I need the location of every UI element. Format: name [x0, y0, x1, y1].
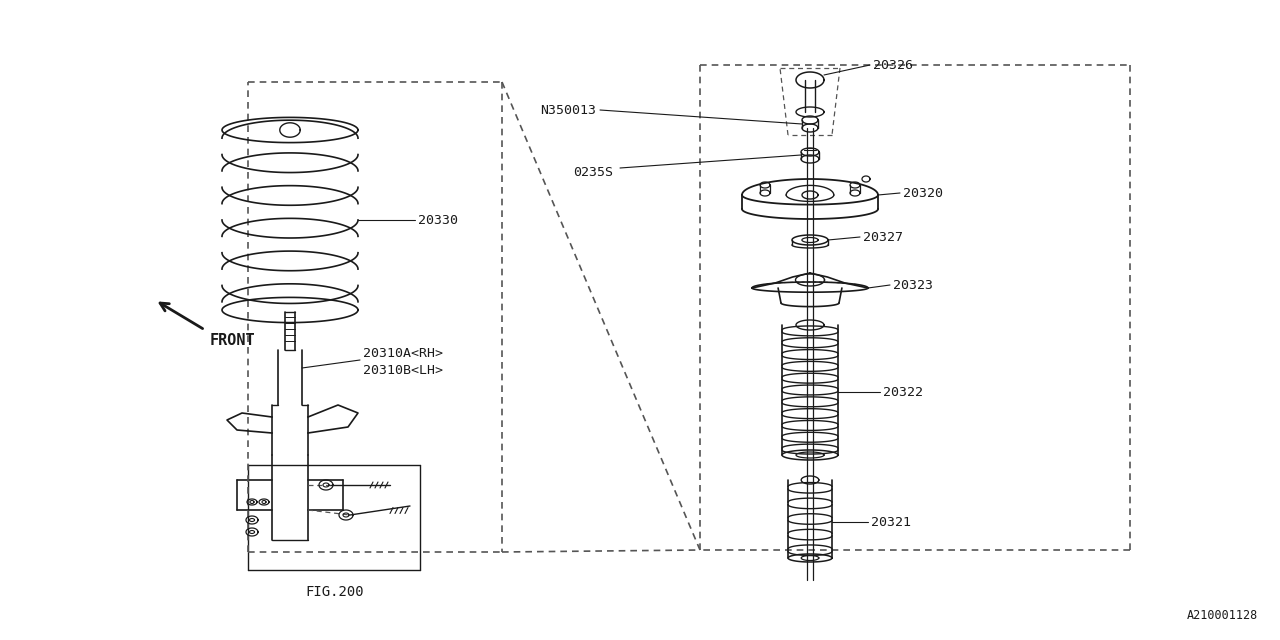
- Text: 20326: 20326: [873, 58, 913, 72]
- Text: N350013: N350013: [540, 104, 596, 116]
- Text: 20310B<LH>: 20310B<LH>: [364, 364, 443, 376]
- Text: 20323: 20323: [893, 278, 933, 291]
- Text: 20320: 20320: [902, 186, 943, 200]
- Text: 20321: 20321: [870, 515, 911, 529]
- Text: 20330: 20330: [419, 214, 458, 227]
- Text: 20322: 20322: [883, 385, 923, 399]
- Text: FIG.200: FIG.200: [306, 585, 365, 599]
- Text: 20310A<RH>: 20310A<RH>: [364, 346, 443, 360]
- Text: A210001128: A210001128: [1187, 609, 1258, 622]
- Text: 0235S: 0235S: [573, 166, 613, 179]
- Text: 20327: 20327: [863, 230, 902, 243]
- Text: FRONT: FRONT: [210, 333, 256, 348]
